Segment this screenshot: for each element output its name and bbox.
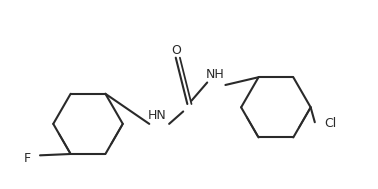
- Text: O: O: [171, 44, 181, 57]
- Text: NH: NH: [206, 68, 225, 81]
- Text: HN: HN: [148, 109, 167, 122]
- Text: F: F: [24, 152, 31, 165]
- Text: Cl: Cl: [324, 117, 336, 130]
